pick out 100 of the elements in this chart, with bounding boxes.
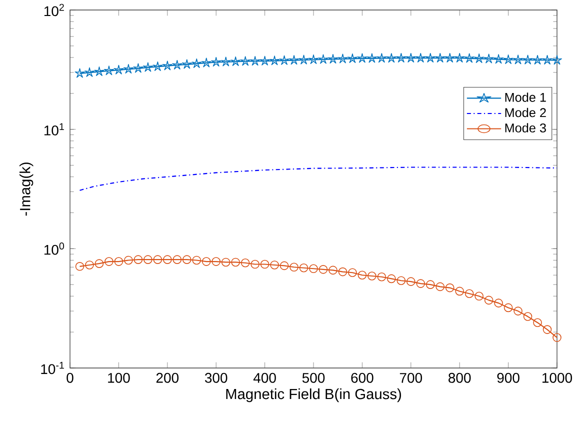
point: [484, 54, 494, 64]
point: [464, 289, 474, 298]
point: [416, 279, 426, 288]
point: [309, 264, 318, 274]
point: [308, 54, 318, 64]
point: [202, 257, 211, 266]
point: [162, 60, 172, 70]
point: [172, 255, 182, 264]
point: [494, 298, 503, 308]
point: [201, 58, 212, 68]
point: [406, 277, 416, 286]
point: [318, 54, 328, 64]
point: [396, 52, 406, 62]
x-tick-label: 400: [253, 372, 276, 383]
point: [230, 56, 241, 66]
point: [338, 267, 348, 276]
y-tick-label: 10$^{1}$: [44, 123, 64, 136]
point: [366, 53, 377, 63]
point: [182, 255, 192, 264]
point: [280, 261, 289, 270]
point: [163, 255, 172, 264]
point: [455, 286, 464, 296]
x-tick-label: 200: [156, 372, 179, 383]
y-tick-label: 10$^{-1}$: [41, 362, 64, 374]
point: [270, 56, 280, 66]
point: [436, 282, 445, 292]
point: [396, 276, 406, 285]
legend-label: Mode 2: [505, 108, 546, 118]
point: [464, 53, 474, 63]
point: [85, 260, 94, 270]
point: [153, 255, 162, 264]
point: [474, 292, 484, 301]
point: [504, 303, 513, 312]
y-tick-label: 10$^{2}$: [44, 4, 64, 16]
point: [290, 262, 298, 272]
point: [220, 56, 231, 66]
point: [231, 258, 240, 267]
point: [250, 56, 260, 66]
legend-label: Mode 3: [505, 123, 546, 132]
point: [338, 54, 348, 64]
point: [328, 266, 338, 275]
x-tick-label: 100: [108, 372, 130, 383]
point: [513, 54, 523, 64]
point: [503, 54, 514, 64]
x-tick-label: 900: [497, 372, 520, 383]
point: [114, 257, 124, 266]
point: [494, 54, 504, 64]
x-tick-label: 0: [66, 372, 74, 383]
legend-label: Mode 1: [505, 92, 546, 102]
point: [182, 59, 192, 69]
point: [357, 53, 368, 63]
point: [347, 53, 358, 63]
point: [75, 262, 84, 271]
point: [514, 306, 522, 316]
point: [406, 52, 416, 62]
point: [426, 280, 435, 289]
point: [542, 54, 552, 64]
point: [192, 58, 202, 68]
point: [425, 52, 436, 62]
point: [289, 55, 299, 65]
point: [270, 260, 279, 270]
point: [484, 296, 494, 305]
x-tick-label: 600: [351, 372, 374, 383]
point: [240, 56, 250, 66]
x-tick-label: 300: [204, 372, 228, 383]
point: [358, 270, 367, 280]
point: [123, 64, 134, 74]
point: [318, 265, 328, 274]
x-axis-title: Magnetic Field B(in Gauss): [226, 388, 401, 402]
point: [522, 54, 533, 64]
point: [377, 272, 386, 282]
point: [144, 255, 152, 264]
point: [104, 66, 114, 76]
point: [212, 257, 221, 266]
point: [552, 55, 562, 65]
point: [84, 67, 94, 77]
point: [172, 60, 182, 70]
point: [279, 55, 290, 65]
point: [444, 52, 455, 62]
point: [299, 263, 308, 272]
point: [104, 257, 114, 266]
point: [435, 52, 446, 62]
point: [474, 53, 484, 63]
point: [533, 318, 542, 328]
point: [114, 64, 124, 74]
x-tick-label: 700: [400, 372, 422, 383]
y-tick-label: 10$^{0}$: [44, 242, 64, 255]
point: [386, 53, 396, 63]
point: [328, 54, 338, 64]
point: [142, 62, 153, 72]
point: [368, 272, 376, 280]
point: [376, 53, 387, 63]
point: [133, 63, 144, 73]
point: [221, 258, 230, 267]
point: [445, 283, 454, 292]
point: [94, 66, 104, 76]
point: [94, 259, 104, 268]
point: [298, 54, 309, 64]
point: [387, 274, 396, 284]
point: [152, 61, 163, 71]
